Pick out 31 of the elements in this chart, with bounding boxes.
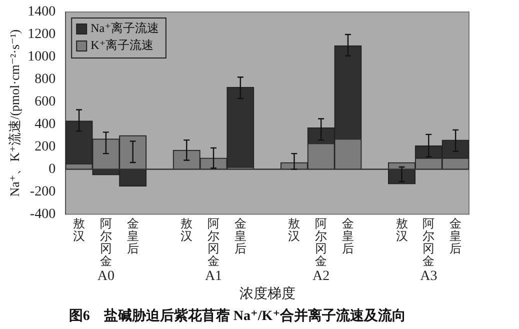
x-tick-label: 敖汉 xyxy=(396,216,408,243)
y-tick-label: 800 xyxy=(34,72,56,88)
y-tick-label: -400 xyxy=(30,206,56,222)
y-tick-label: 600 xyxy=(34,94,56,110)
x-tick-label: 金皇后 xyxy=(342,216,354,256)
x-tick-label: 阿尔冈金 xyxy=(422,216,435,268)
x-tick-label: 阿尔冈金 xyxy=(315,216,328,268)
y-tick-label: -200 xyxy=(30,184,56,200)
x-axis-title: 浓度梯度 xyxy=(239,286,296,302)
y-tick-label: 1400 xyxy=(28,4,56,20)
x-tick-label: 阿尔冈金 xyxy=(208,216,220,268)
text: A2 xyxy=(312,268,330,284)
x-tick-label: 敖汉 xyxy=(73,216,86,243)
x-tick-label: 敖汉 xyxy=(288,216,300,243)
x-tick-label: 金皇后 xyxy=(234,216,246,256)
y-tick-label: 0 xyxy=(48,162,56,177)
text: A3 xyxy=(420,268,438,284)
text: 图6 盐碱胁迫后紫花苜蓿 Na⁺/K⁺合并离子流速及流向 xyxy=(68,307,406,324)
y-tick-label: 400 xyxy=(34,117,56,132)
text: A0 xyxy=(97,268,115,284)
legend-label: Na⁺离子流速 xyxy=(90,21,159,36)
y-tick-label: 200 xyxy=(34,139,56,154)
x-tick-label: 金皇后 xyxy=(450,216,462,256)
x-tick-label: 阿尔冈金 xyxy=(100,216,112,268)
y-tick-label: 1200 xyxy=(28,27,56,42)
x-tick-label: 敖汉 xyxy=(180,216,193,243)
text: A1 xyxy=(204,268,222,284)
y-axis-title: Na⁺、K⁺流速/(pmol·cm⁻²·s⁻¹) xyxy=(7,29,22,197)
y-tick-label: 1000 xyxy=(28,50,56,65)
x-tick-label: 金皇后 xyxy=(126,216,139,256)
legend-label: K⁺离子流速 xyxy=(90,38,154,52)
